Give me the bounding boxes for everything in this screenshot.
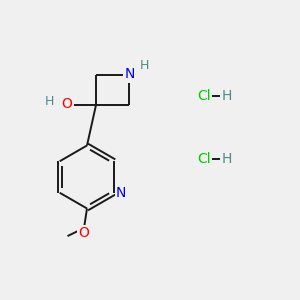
Text: H: H — [140, 59, 149, 72]
Text: O: O — [61, 98, 72, 111]
Text: Cl: Cl — [197, 152, 211, 166]
Text: H: H — [221, 152, 232, 166]
Text: H: H — [221, 89, 232, 103]
Text: Cl: Cl — [197, 89, 211, 103]
Text: O: O — [79, 226, 89, 240]
Text: H: H — [45, 95, 54, 108]
Text: N: N — [124, 68, 135, 81]
Text: N: N — [116, 186, 126, 200]
